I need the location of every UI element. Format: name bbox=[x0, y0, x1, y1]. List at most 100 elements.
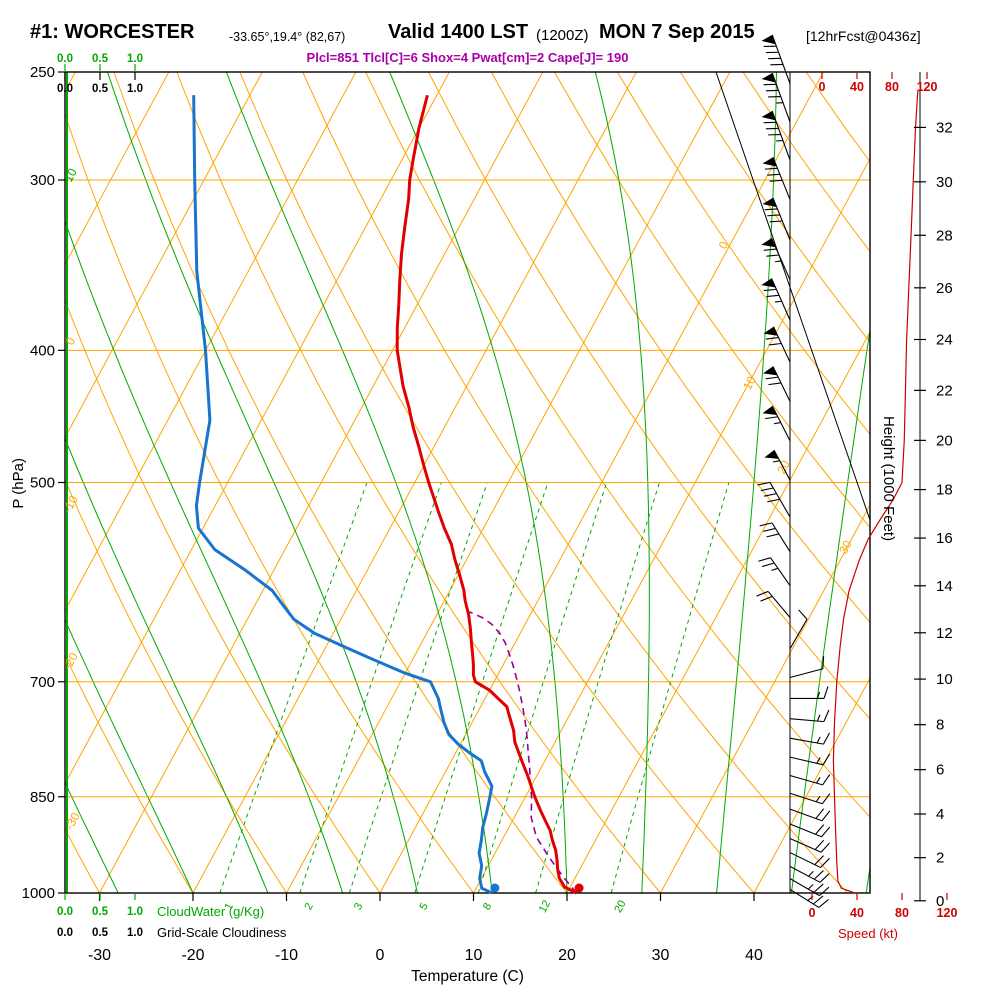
dry-adiabat-line bbox=[428, 72, 870, 720]
wind-barb-full bbox=[820, 858, 830, 868]
wind-barb-full bbox=[798, 609, 808, 620]
wind-barb-full bbox=[766, 294, 780, 298]
wind-barb-staff bbox=[789, 865, 821, 883]
wind-barb-staff bbox=[789, 792, 823, 805]
cloudwater-tick-label-top: 0.0 bbox=[57, 53, 73, 65]
adiabat-label: -10 bbox=[60, 493, 81, 515]
cloudwater-tick-label-bottom: 1.0 bbox=[127, 906, 143, 918]
height-tick-label: 32 bbox=[936, 119, 953, 136]
dewpoint-profile-line bbox=[192, 95, 494, 895]
wind-barb-staff bbox=[770, 237, 791, 280]
wind-barb-staff bbox=[771, 110, 791, 161]
pressure-tick-label: 250 bbox=[30, 64, 55, 81]
wind-barb-staff bbox=[771, 72, 791, 123]
wind-barb-full bbox=[766, 533, 780, 538]
cloudwater-tick-label-top: 0.5 bbox=[92, 53, 109, 65]
moist-adiabat-line bbox=[107, 72, 418, 893]
wind-barb-full bbox=[767, 498, 780, 503]
mixing-ratio-line bbox=[219, 482, 368, 893]
wind-barb-full bbox=[767, 173, 780, 176]
pressure-tick-label: 850 bbox=[30, 789, 55, 806]
wind-barb-half bbox=[816, 757, 821, 764]
wind-barb-pennant bbox=[762, 406, 777, 415]
wind-barb-pennant bbox=[761, 34, 776, 45]
wind-barb-staff bbox=[789, 852, 821, 868]
wind-barb-full bbox=[765, 376, 779, 380]
height-tick-label: 24 bbox=[936, 332, 953, 349]
mixing-ratio-label: 5 bbox=[417, 901, 430, 912]
moist-adiabat-line bbox=[594, 72, 650, 893]
isotherm-line bbox=[65, 72, 263, 439]
temperature-tick-label: -10 bbox=[275, 947, 298, 964]
mixing-ratio-line bbox=[414, 482, 549, 893]
wind-barb-pennant bbox=[762, 197, 777, 208]
wind-barb-staff bbox=[789, 774, 823, 786]
cloudiness-tick-label-top: 0.0 bbox=[57, 83, 73, 95]
mixing-ratio-label: 20 bbox=[612, 898, 628, 914]
wind-barb-half bbox=[816, 736, 821, 744]
wind-barb-half bbox=[774, 260, 782, 263]
temperature-tick-labels: -30 -20 -10 0 10 20 30 40 bbox=[88, 893, 763, 964]
dry-adiabat-line bbox=[679, 72, 870, 343]
wind-barb-full bbox=[767, 214, 780, 217]
cloudiness-tick-label-top: 0.5 bbox=[92, 83, 109, 95]
isotherm-label-guide-line bbox=[715, 71, 871, 521]
speed-tick-label-bottom: 120 bbox=[937, 906, 958, 920]
wind-barb-full bbox=[760, 595, 773, 602]
wind-barb-full bbox=[820, 842, 831, 853]
wind-barb-full bbox=[758, 557, 771, 562]
dry-adiabat-line bbox=[302, 72, 848, 893]
wind-barb-full bbox=[763, 527, 776, 532]
mixing-ratio-line bbox=[610, 482, 730, 893]
moist-adiabat-line bbox=[65, 618, 194, 893]
wind-barb-full bbox=[759, 522, 773, 527]
isotherm-line bbox=[660, 503, 870, 893]
wind-barb-pennant bbox=[761, 238, 776, 248]
valid-date: MON 7 Sep 2015 bbox=[599, 21, 755, 43]
wind-barb-full bbox=[812, 895, 824, 905]
speed-tick-labels-bottom: 0 40 80 120 bbox=[809, 893, 958, 920]
wind-barb-full bbox=[813, 870, 824, 880]
speed-tick-label-bottom: 40 bbox=[850, 906, 864, 920]
wind-barb-full bbox=[814, 839, 825, 851]
wind-barb-staff bbox=[789, 718, 824, 723]
wind-barb-full bbox=[760, 487, 774, 492]
speed-tick-label-bottom: 0 bbox=[809, 906, 816, 920]
pressure-tick-label: 500 bbox=[30, 475, 55, 492]
speed-tick-label-bottom: 80 bbox=[895, 906, 909, 920]
wind-barb-staff bbox=[789, 756, 824, 766]
mixing-ratio-label: 1 bbox=[222, 901, 235, 912]
wind-barb-half bbox=[774, 300, 782, 303]
height-tick-label: 12 bbox=[936, 625, 953, 642]
cloudiness-tick-label-top: 1.0 bbox=[127, 83, 143, 95]
surface-temperature-dot bbox=[574, 883, 584, 893]
wind-barb-pennant bbox=[761, 278, 776, 288]
height-tick-label: 18 bbox=[936, 482, 953, 499]
wind-barb-staff bbox=[767, 591, 791, 618]
wind-barb-full bbox=[768, 382, 782, 386]
wind-barb-full bbox=[821, 826, 831, 838]
wind-barb-staff bbox=[770, 557, 791, 586]
wind-barb-staff bbox=[789, 888, 820, 908]
dry-adiabat-line bbox=[65, 478, 287, 893]
speed-tick-label-top: 120 bbox=[917, 80, 938, 94]
moist-adiabat-line bbox=[225, 72, 493, 893]
wind-barb-full bbox=[766, 254, 780, 257]
station-coordinates: -33.65°,19.4° (82,67) bbox=[229, 30, 346, 44]
adiabat-label: -20 bbox=[60, 650, 81, 672]
moist-adiabat-line bbox=[716, 72, 777, 893]
wind-barb-half bbox=[772, 460, 780, 463]
pressure-tick-labels: 250 300 400 500 700 850 1000 bbox=[22, 64, 65, 902]
wind-barb-half bbox=[807, 884, 814, 890]
height-axis-title: Height (1000 Feet) bbox=[880, 416, 897, 542]
mixing-ratio-label: 8 bbox=[481, 901, 494, 912]
wind-barb-half bbox=[815, 777, 821, 784]
cloudwater-tick-label-top: 1.0 bbox=[127, 53, 143, 65]
height-tick-label: 10 bbox=[936, 671, 953, 688]
cloudiness-tick-label-bottom: 0.0 bbox=[57, 927, 73, 939]
grid-mixing-ratio-lines bbox=[219, 482, 730, 893]
wind-barb-full bbox=[818, 898, 829, 908]
temperature-profile-line bbox=[395, 94, 578, 895]
wind-barb-full bbox=[769, 220, 783, 223]
